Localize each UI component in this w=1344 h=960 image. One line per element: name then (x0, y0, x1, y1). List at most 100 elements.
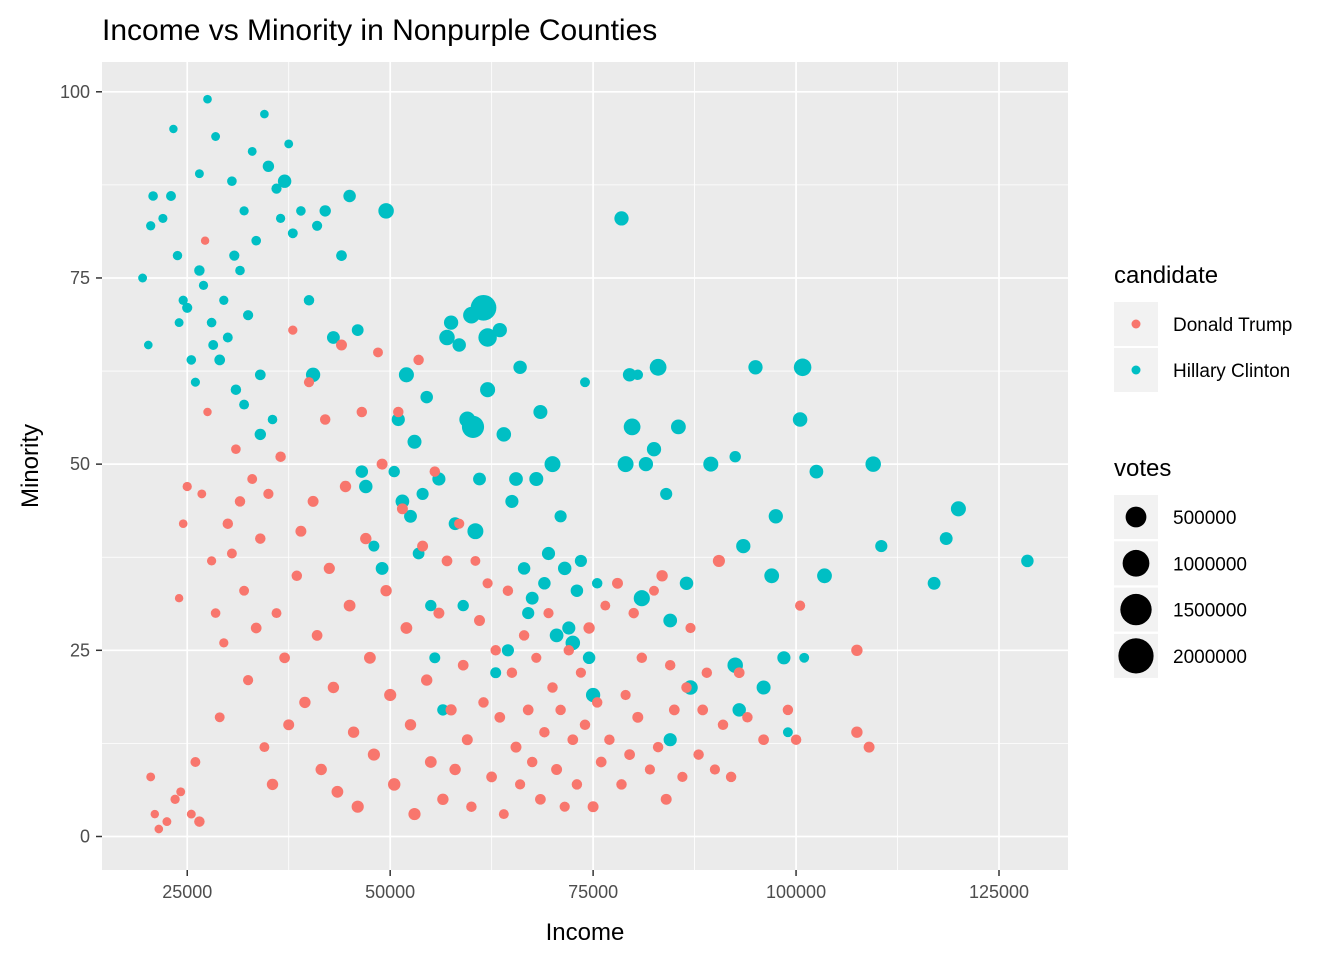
data-point (178, 295, 188, 305)
data-point (517, 562, 531, 575)
data-point (148, 191, 158, 201)
data-point (529, 471, 544, 487)
data-point (194, 169, 204, 179)
data-point (697, 704, 709, 716)
data-point (351, 324, 364, 336)
data-point (336, 339, 347, 351)
data-point (343, 599, 356, 612)
data-point (628, 607, 639, 619)
data-point (612, 577, 623, 589)
data-point (190, 377, 200, 387)
data-point (420, 390, 433, 404)
data-point (535, 793, 546, 805)
data-point (533, 404, 548, 420)
data-point (494, 711, 506, 723)
data-point (439, 329, 455, 346)
data-point (387, 778, 401, 791)
data-point (531, 652, 542, 663)
data-point (239, 585, 250, 596)
data-point (404, 509, 417, 523)
data-point (580, 377, 590, 388)
data-point (226, 548, 237, 559)
data-point (461, 415, 485, 438)
data-point (541, 546, 556, 561)
data-point (729, 451, 741, 463)
data-point (143, 340, 153, 350)
data-point (437, 793, 449, 805)
data-point (255, 533, 266, 544)
data-point (799, 652, 810, 663)
data-point (571, 779, 583, 790)
data-point (660, 487, 673, 500)
data-point (582, 651, 596, 665)
data-point (570, 584, 584, 597)
data-point (758, 734, 769, 746)
data-point (443, 315, 459, 330)
data-point (717, 719, 729, 731)
data-point (210, 608, 221, 618)
data-point (208, 340, 219, 350)
data-point (562, 621, 576, 635)
data-point (307, 495, 319, 507)
data-point (622, 368, 637, 382)
data-point (454, 518, 465, 529)
size-legend-dot (1118, 638, 1154, 674)
data-point (712, 554, 725, 567)
data-point (506, 667, 518, 678)
data-point (474, 615, 485, 626)
data-point (376, 458, 388, 470)
data-point (267, 414, 278, 425)
data-point (384, 688, 397, 702)
data-point (275, 213, 286, 224)
data-point (424, 756, 437, 768)
data-point (230, 384, 242, 395)
data-point (227, 176, 237, 187)
x-tick-labels: 25000 50000 75000 100000 125000 (162, 882, 1029, 902)
plot-panel (102, 62, 1068, 870)
data-point (652, 741, 664, 753)
data-point (356, 406, 368, 418)
data-point (701, 667, 713, 678)
data-point (260, 109, 269, 119)
data-point (575, 667, 587, 678)
data-point (303, 377, 315, 388)
y-axis-title: Minority (17, 424, 44, 508)
data-point (408, 808, 421, 821)
data-point (331, 785, 344, 798)
data-point (624, 749, 635, 760)
data-point (732, 703, 746, 717)
x-axis-title: Income (546, 919, 625, 946)
data-point (416, 487, 429, 500)
data-point (522, 704, 534, 716)
data-point (509, 472, 523, 486)
size-legend-dot (1120, 593, 1152, 626)
y-tick-labels: 0 25 50 75 100 (60, 82, 90, 847)
data-point (364, 651, 376, 664)
data-point (600, 600, 611, 611)
data-point (166, 191, 176, 201)
data-point (470, 294, 497, 321)
data-point (433, 607, 445, 619)
data-point (429, 466, 441, 477)
data-point (478, 328, 497, 347)
data-point (515, 779, 526, 790)
data-point (790, 734, 802, 745)
size-legend-label: 1000000 (1173, 554, 1247, 575)
data-point (194, 816, 205, 827)
data-point (247, 146, 257, 156)
data-point (174, 318, 184, 328)
data-point (250, 622, 262, 634)
data-point (591, 697, 603, 708)
data-point (247, 474, 258, 484)
data-point (186, 809, 196, 819)
data-point (663, 733, 677, 747)
data-point (679, 576, 694, 591)
data-point (457, 599, 469, 612)
data-point (271, 608, 282, 619)
data-point (284, 139, 294, 149)
data-point (319, 414, 331, 425)
data-point (526, 756, 538, 768)
data-point (939, 532, 953, 546)
size-legend-label: 2000000 (1173, 647, 1247, 668)
x-tick-label: 75000 (568, 882, 618, 902)
